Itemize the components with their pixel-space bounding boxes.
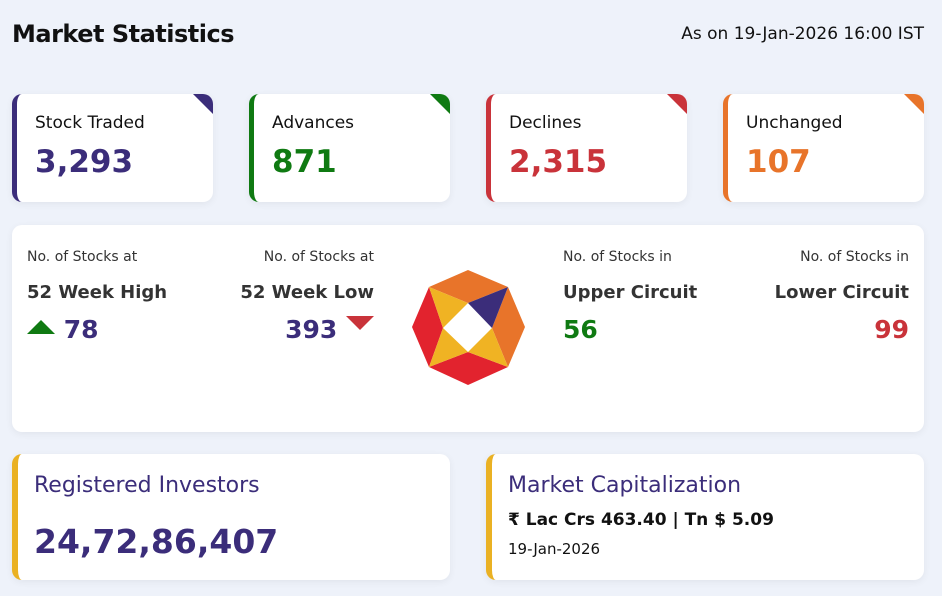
corner-marker [667,94,687,114]
low-value: 393 [285,315,338,344]
upper-value: 56 [563,315,598,344]
mcap-value: ₹ Lac Crs 463.40 | Tn $ 5.09 [508,510,774,530]
high-value: 78 [63,315,99,344]
low-caption: No. of Stocks at [263,249,374,265]
stat-label: Unchanged [746,113,843,133]
corner-marker [193,94,213,114]
high-value-row: 78 [27,315,99,344]
stat-label: Stock Traded [35,113,145,133]
stat-card-advances[interactable]: Advances 871 [249,94,450,202]
stat-card-declines[interactable]: Declines 2,315 [486,94,687,202]
market-cap-card: Market Capitalization ₹ Lac Crs 463.40 |… [486,454,924,580]
investors-label: Registered Investors [34,473,260,498]
mcap-label: Market Capitalization [508,473,742,498]
stat-value: 2,315 [509,144,608,180]
low-label[interactable]: 52 Week Low [240,282,374,303]
stat-label: Advances [272,113,355,133]
lower-value: 99 [874,315,909,344]
extremes-card: No. of Stocks at 52 Week High 78 No. of … [12,225,924,432]
high-label[interactable]: 52 Week High [27,282,168,303]
stat-value: 107 [746,144,811,180]
corner-marker [430,94,450,114]
stat-label: Declines [509,113,582,133]
lower-caption: No. of Stocks in [800,249,909,265]
mcap-date: 19-Jan-2026 [508,540,601,558]
upper-label[interactable]: Upper Circuit [563,282,698,303]
triangle-down-icon [346,316,374,330]
high-caption: No. of Stocks at [27,249,138,265]
logo-icon [412,270,525,385]
stat-card-unchanged[interactable]: Unchanged 107 [723,94,924,202]
investors-value: 24,72,86,407 [34,522,279,561]
triangle-up-icon [27,320,55,334]
as-on-timestamp: As on 19-Jan-2026 16:00 IST [681,24,924,44]
stat-card-stock-traded[interactable]: Stock Traded 3,293 [12,94,213,202]
corner-marker [904,94,924,114]
upper-caption: No. of Stocks in [563,249,672,265]
page-title: Market Statistics [12,20,234,48]
stat-value: 3,293 [35,144,134,180]
low-value-row: 393 [285,315,374,344]
investors-card: Registered Investors 24,72,86,407 [12,454,450,580]
stat-value: 871 [272,144,337,180]
lower-label[interactable]: Lower Circuit [774,282,909,303]
